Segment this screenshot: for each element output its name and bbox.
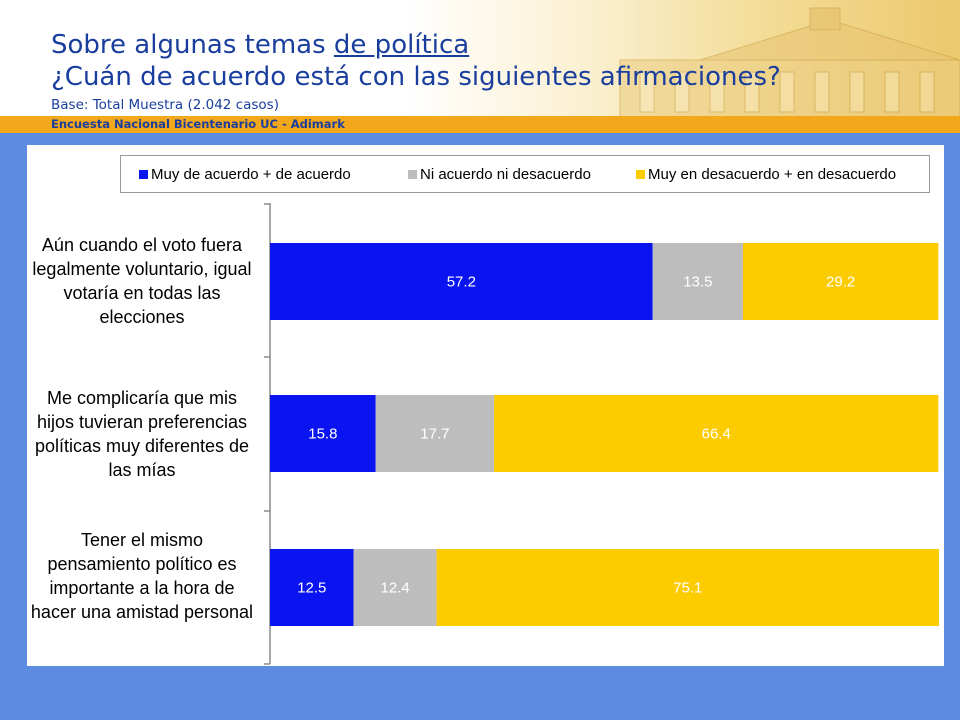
bar-segment-row2-series0: [270, 549, 354, 626]
building-watermark-icon: [619, 7, 960, 118]
bar-segment-row1-series2: [494, 395, 939, 472]
data-label-row0-series2: 29.2: [826, 274, 855, 291]
legend-swatch-disagree: [636, 170, 645, 179]
category-label-children: Me complicaría que mis hijos tuvieran pr…: [34, 388, 250, 480]
source-band-text: Encuesta Nacional Bicentenario UC - Adim…: [51, 117, 345, 131]
bar-segment-row0-series2: [742, 243, 939, 320]
bar-segment-row1-series0: [270, 395, 376, 472]
legend-item-agree: Muy de acuerdo + de acuerdo: [139, 166, 351, 183]
category-label-vote: Aún cuando el voto fuera legalmente volu…: [32, 235, 252, 327]
legend-swatch-neutral: [408, 170, 417, 179]
legend-item-neutral: Ni acuerdo ni desacuerdo: [408, 166, 591, 183]
page-title-line-1: Sobre algunas temas de política: [51, 30, 469, 60]
title-text-underlined: de política: [333, 30, 470, 60]
page-title-line-2: ¿Cuán de acuerdo está con las siguientes…: [51, 62, 781, 92]
data-label-row1-series2: 66.4: [702, 426, 731, 443]
data-label-row2-series2: 75.1: [673, 580, 702, 597]
bar-segment-row0-series0: [270, 243, 653, 320]
data-label-row1-series0: 15.8: [308, 426, 337, 443]
data-label-row1-series1: 17.7: [420, 426, 449, 443]
data-label-row0-series1: 13.5: [683, 274, 712, 291]
legend-label-neutral: Ni acuerdo ni desacuerdo: [420, 166, 591, 183]
legend-label-disagree: Muy en desacuerdo + en desacuerdo: [648, 166, 897, 183]
bar-segment-row2-series2: [436, 549, 939, 626]
bar-segment-row1-series1: [375, 395, 495, 472]
legend-swatch-agree: [139, 170, 148, 179]
category-label-friendship: Tener el mismo pensamiento político es i…: [30, 530, 254, 622]
data-label-row2-series1: 12.4: [381, 580, 410, 597]
data-label-row2-series0: 12.5: [297, 580, 326, 597]
bar-segment-row2-series1: [353, 549, 437, 626]
legend-item-disagree: Muy en desacuerdo + en desacuerdo: [636, 166, 896, 183]
title-text-plain: Sobre algunas temas: [51, 30, 334, 60]
data-label-row0-series0: 57.2: [447, 274, 476, 291]
legend-label-agree: Muy de acuerdo + de acuerdo: [151, 166, 351, 183]
chart-legend: Muy de acuerdo + de acuerdo Ni acuerdo n…: [120, 155, 930, 193]
sample-base-text: Base: Total Muestra (2.042 casos): [51, 97, 279, 113]
source-band: [0, 116, 960, 133]
bar-segment-row0-series1: [652, 243, 743, 320]
